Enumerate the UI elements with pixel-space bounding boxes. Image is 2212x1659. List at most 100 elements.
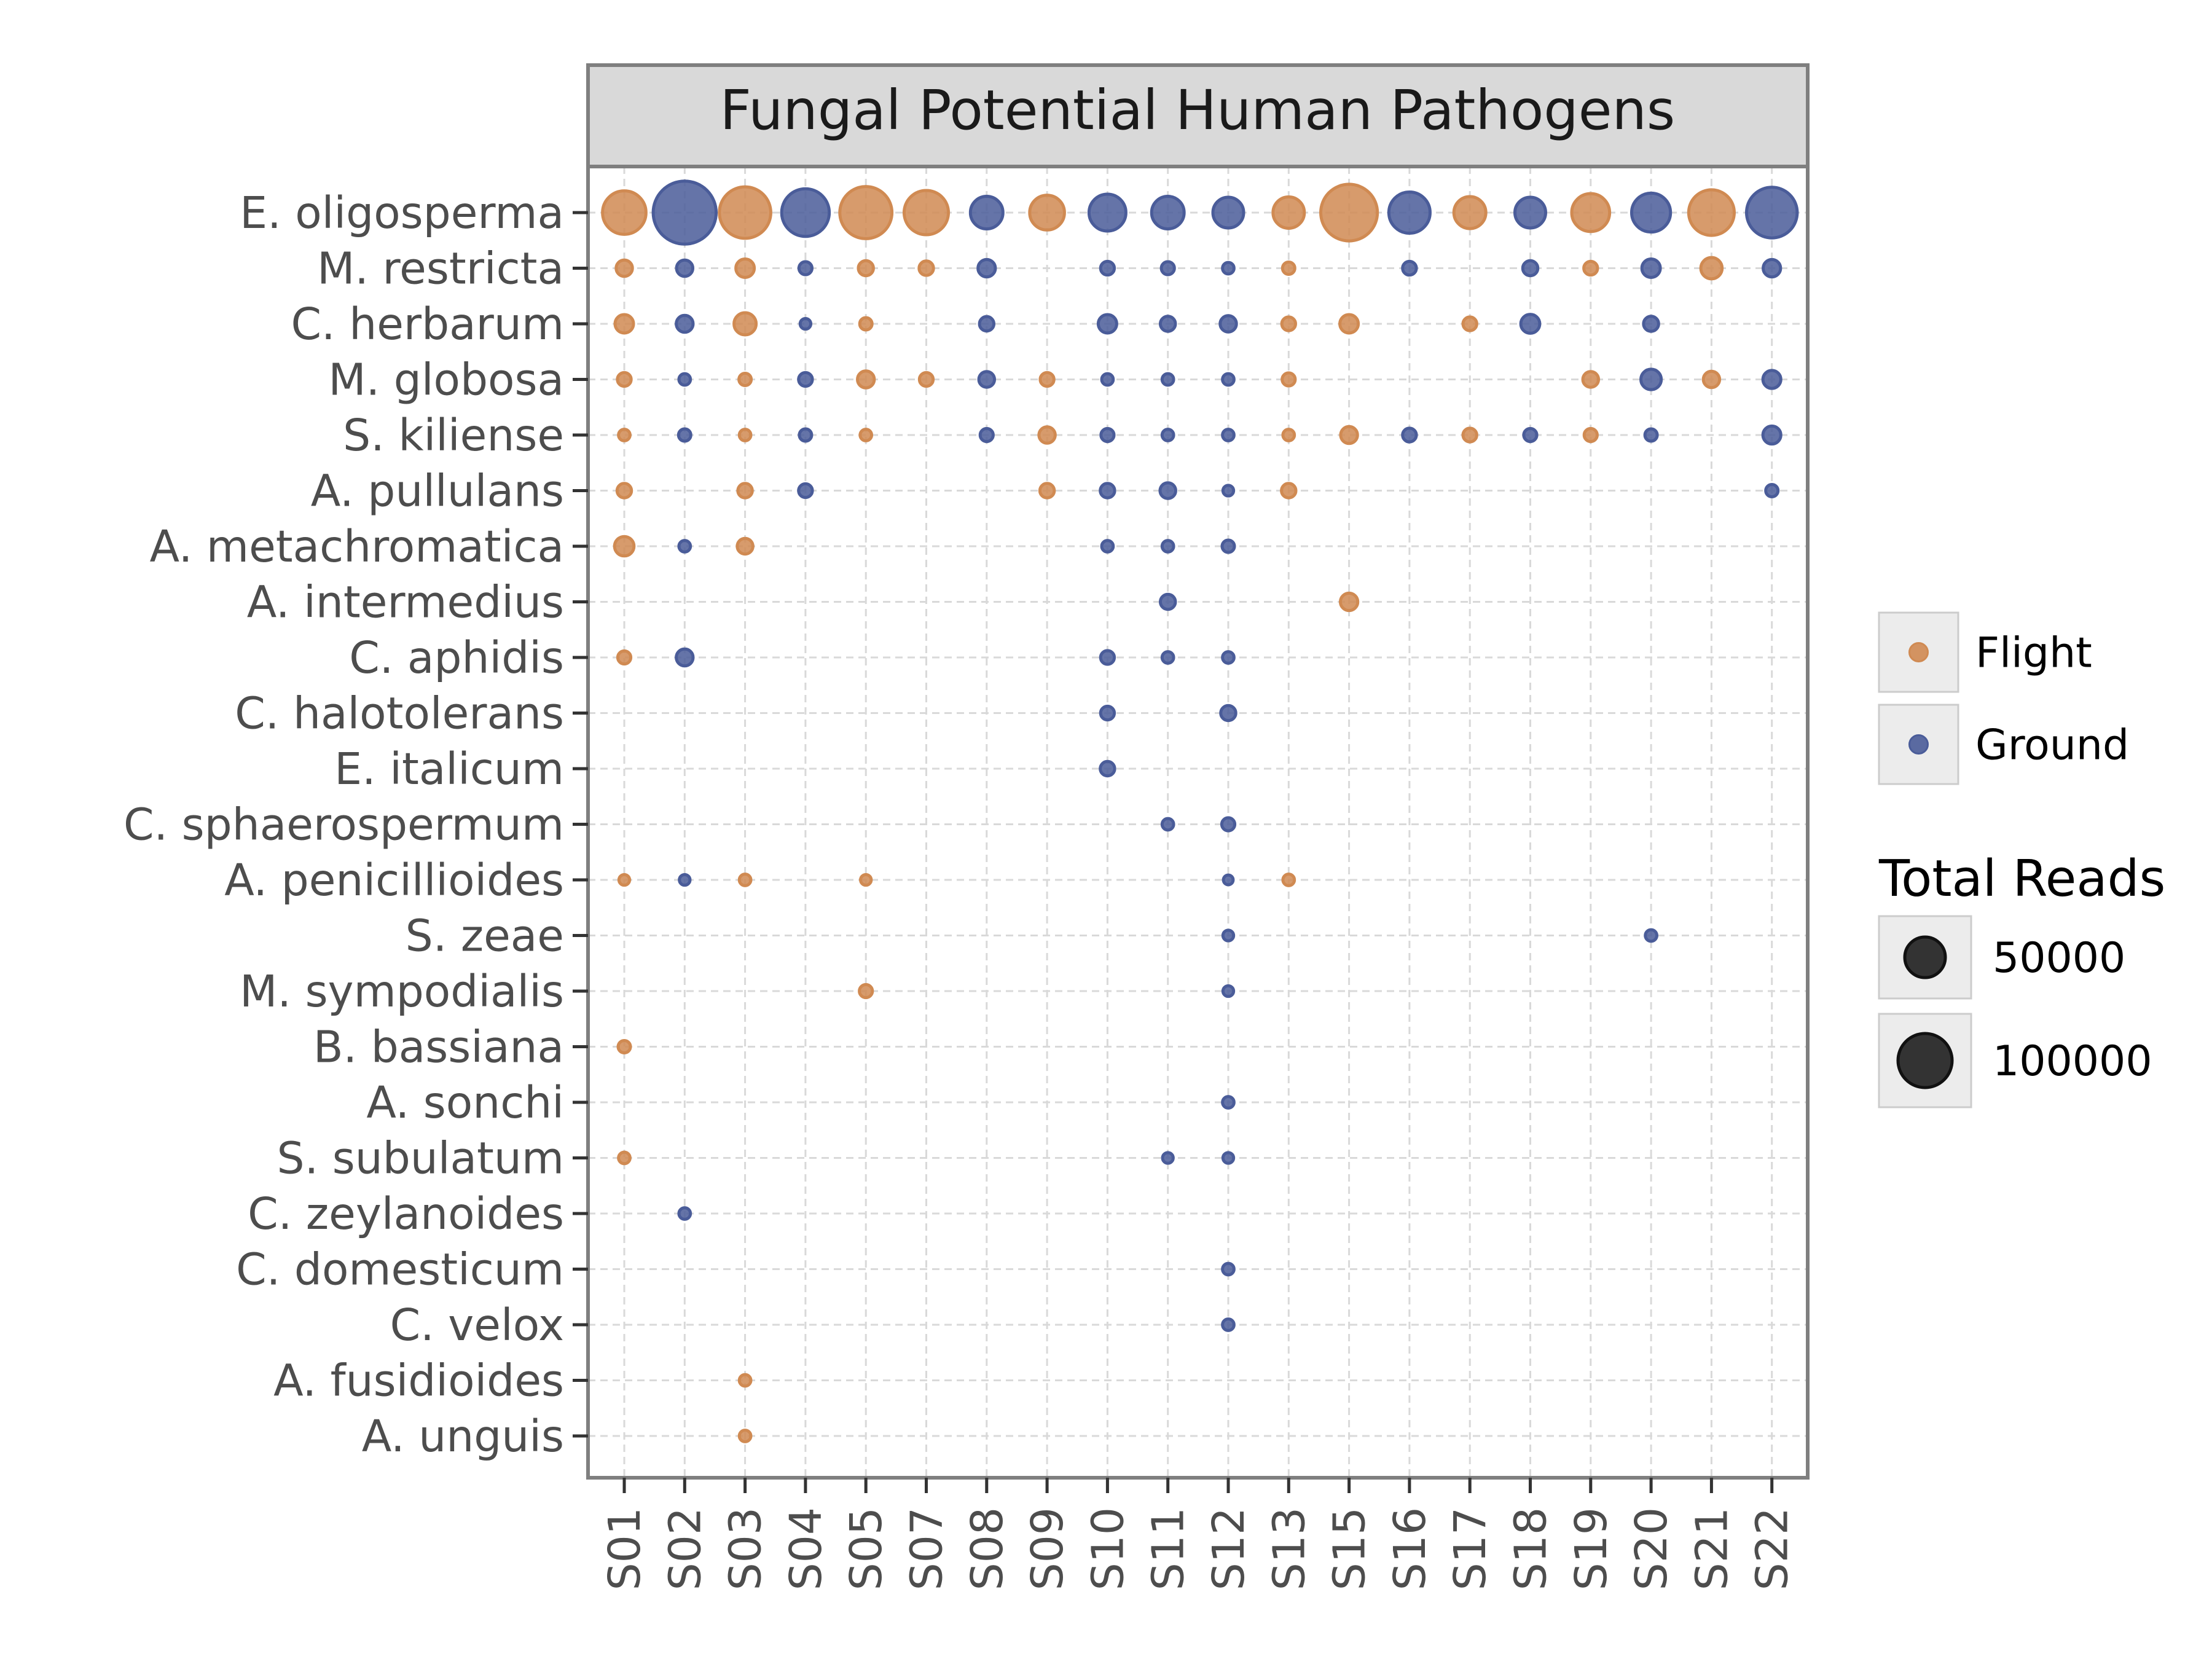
- data-point: [1219, 704, 1237, 723]
- data-point: [1158, 481, 1177, 500]
- data-point: [1630, 191, 1673, 234]
- panel-background: [588, 167, 1808, 1478]
- data-point: [675, 647, 695, 668]
- legend-label: Flight: [1975, 629, 2092, 678]
- x-tick-label: S19: [1566, 1507, 1617, 1590]
- data-point: [1338, 313, 1360, 335]
- data-point: [1221, 1317, 1236, 1332]
- data-point: [1100, 539, 1115, 554]
- data-point: [1220, 816, 1237, 833]
- data-point: [1521, 259, 1540, 278]
- plot-panel: Fungal Potential Human Pathogens: [586, 63, 1810, 1480]
- data-point: [1150, 195, 1186, 230]
- data-point: [1221, 1151, 1236, 1165]
- data-point: [1281, 371, 1297, 388]
- y-tick-label: M. sympodialis: [240, 966, 564, 1017]
- data-point: [677, 1206, 692, 1221]
- data-point: [917, 259, 935, 277]
- legend-label: Ground: [1975, 721, 2129, 770]
- data-point: [1221, 372, 1236, 387]
- y-tick-label: A. unguis: [362, 1411, 564, 1462]
- y-tick-label: M. restricta: [317, 243, 564, 294]
- data-point: [1028, 194, 1066, 232]
- data-point: [1161, 1151, 1175, 1165]
- data-point: [1271, 195, 1306, 230]
- y-tick-label: A. pullulans: [311, 466, 564, 517]
- data-point: [1644, 928, 1658, 943]
- data-point: [1281, 873, 1296, 887]
- data-point: [617, 1150, 632, 1166]
- data-point: [1159, 260, 1176, 276]
- data-point: [1221, 261, 1236, 276]
- data-point: [977, 370, 997, 389]
- data-point: [978, 315, 996, 333]
- data-point: [1461, 426, 1478, 444]
- x-tick-label: S07: [901, 1507, 952, 1590]
- data-point: [735, 536, 755, 556]
- x-tick-label: S03: [720, 1507, 771, 1590]
- data-point: [1218, 314, 1238, 334]
- data-point: [737, 873, 753, 887]
- x-tick-label: S02: [659, 1507, 710, 1590]
- data-point: [1339, 425, 1359, 445]
- x-tick-label: S17: [1445, 1507, 1496, 1590]
- y-tick-label: E. italicum: [334, 743, 564, 794]
- data-point: [1221, 428, 1236, 442]
- data-point: [615, 482, 633, 500]
- y-tick-label: M. globosa: [328, 355, 564, 406]
- data-point: [1038, 482, 1056, 500]
- data-point: [737, 428, 753, 442]
- y-tick-label: C. halotolerans: [235, 688, 564, 739]
- data-point: [1221, 928, 1236, 943]
- data-point: [1037, 425, 1057, 445]
- data-point: [1744, 186, 1799, 240]
- data-point: [1639, 367, 1663, 391]
- x-tick-label: S18: [1505, 1507, 1556, 1590]
- x-tick-label: S22: [1747, 1507, 1798, 1590]
- data-point: [797, 260, 814, 276]
- data-point: [1387, 190, 1432, 235]
- data-point: [737, 372, 753, 387]
- data-point: [1281, 261, 1296, 276]
- data-point: [613, 313, 635, 335]
- data-point: [859, 873, 873, 887]
- legend-size-swatch: [1903, 935, 1947, 979]
- data-point: [1761, 369, 1783, 390]
- data-point: [1701, 369, 1722, 390]
- data-point: [1519, 313, 1542, 335]
- data-point: [1160, 817, 1175, 832]
- data-point: [1099, 482, 1116, 500]
- x-tick-label: S13: [1263, 1507, 1314, 1590]
- data-point: [1222, 873, 1235, 887]
- data-point: [968, 195, 1005, 230]
- data-point: [798, 316, 813, 331]
- x-tick-label: S21: [1686, 1507, 1737, 1590]
- x-tick-label: S12: [1203, 1507, 1254, 1590]
- x-tick-label: S09: [1022, 1507, 1073, 1590]
- y-tick-label: C. herbarum: [291, 299, 564, 350]
- data-point: [1158, 592, 1177, 611]
- y-tick-label: A. sonchi: [366, 1077, 564, 1128]
- data-point: [1281, 428, 1296, 442]
- data-point: [1582, 259, 1599, 277]
- legend-label: 50000: [1993, 934, 2125, 982]
- data-point: [797, 371, 814, 388]
- legend-label: 100000: [1993, 1037, 2152, 1086]
- data-point: [1221, 1261, 1236, 1277]
- data-point: [718, 185, 772, 240]
- data-point: [1099, 259, 1116, 277]
- y-tick-label: C. velox: [390, 1300, 564, 1351]
- data-point: [798, 427, 814, 443]
- data-point: [614, 258, 634, 278]
- data-point: [780, 187, 831, 238]
- x-tick-label: S05: [841, 1507, 892, 1590]
- size-legend-title: Total Reads: [1878, 850, 2165, 908]
- y-tick-label: B. bassiana: [313, 1022, 564, 1073]
- data-point: [917, 371, 935, 388]
- data-point: [1280, 315, 1297, 332]
- data-point: [1160, 372, 1175, 387]
- x-tick-label: S01: [599, 1507, 650, 1590]
- data-point: [1642, 315, 1660, 333]
- data-point: [858, 982, 874, 1000]
